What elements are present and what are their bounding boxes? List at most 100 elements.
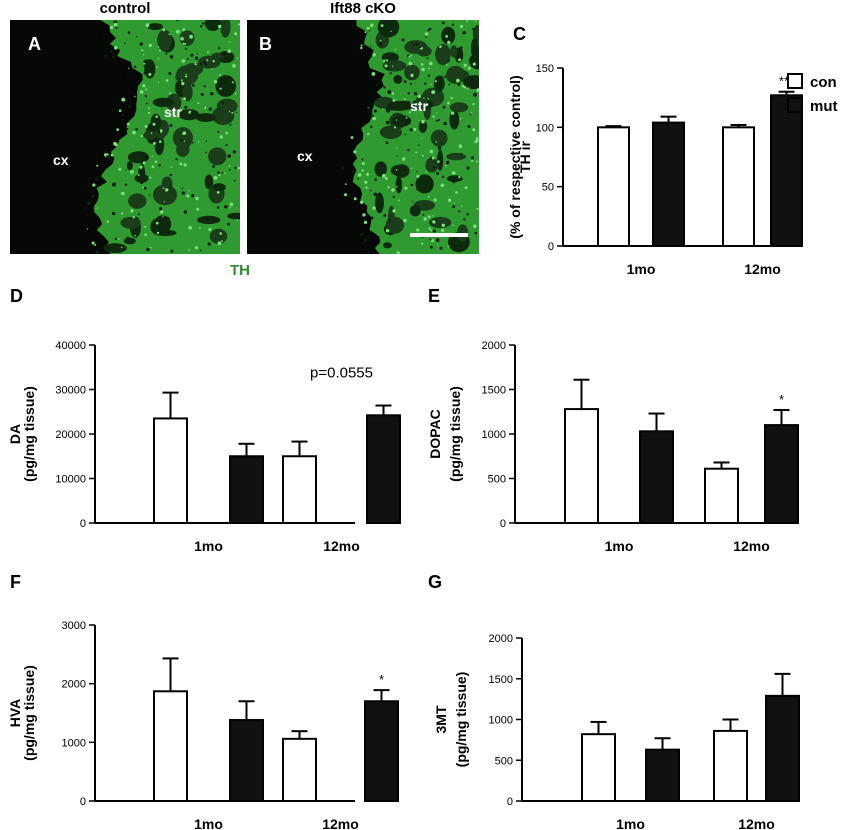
stain-speckle — [176, 29, 180, 34]
stain-speckle — [467, 125, 471, 128]
y-axis-title: TH ir — [517, 141, 533, 173]
stain-speckle — [224, 205, 228, 209]
stain-speckle — [353, 150, 357, 154]
stain-speckle — [94, 177, 99, 181]
stain-speckle — [401, 38, 405, 42]
stain-speckle — [217, 241, 222, 245]
stain-speckle — [144, 94, 148, 98]
stain-speckle — [106, 220, 110, 223]
stain-speckle — [182, 28, 186, 31]
fiber-bundle — [390, 165, 407, 176]
stain-speckle — [427, 97, 429, 100]
stain-speckle — [165, 52, 168, 55]
stain-speckle — [461, 84, 465, 88]
stain-speckle — [463, 218, 466, 221]
x-tick-label: 1mo — [194, 816, 223, 830]
y-tick-label: 0 — [80, 796, 86, 808]
y-tick-label: 2000 — [62, 679, 86, 691]
stain-speckle — [190, 53, 194, 57]
stain-speckle — [459, 46, 463, 49]
fiber-bundle — [385, 22, 394, 34]
stain-speckle — [169, 92, 172, 95]
stain-speckle — [385, 120, 390, 125]
fiber-bundle — [220, 20, 231, 38]
panel-b-title: Ift88 cKO — [330, 0, 396, 17]
stain-speckle — [360, 44, 363, 47]
fiber-bundle — [176, 142, 190, 157]
stain-speckle — [443, 75, 446, 78]
stain-speckle — [186, 58, 189, 61]
stain-speckle — [217, 130, 220, 133]
stain-speckle — [441, 223, 445, 227]
stain-speckle — [463, 63, 467, 67]
y-tick-label: 500 — [495, 755, 513, 767]
stain-speckle — [458, 144, 463, 149]
stain-speckle — [411, 41, 414, 44]
stain-speckle — [114, 46, 118, 50]
x-tick-label: 12mo — [322, 816, 359, 830]
fiber-bundle — [209, 228, 228, 244]
fiber-bundle — [127, 151, 150, 164]
fiber-bundle — [182, 83, 193, 102]
stain-speckle — [225, 144, 228, 146]
fiber-bundle — [404, 64, 420, 81]
stain-speckle — [208, 227, 212, 231]
stain-speckle — [472, 103, 475, 106]
stain-speckle — [427, 215, 431, 219]
fiber-bundle — [379, 125, 402, 139]
stain-speckle — [439, 246, 443, 250]
stain-speckle — [103, 150, 106, 153]
stain-speckle — [149, 176, 152, 179]
stain-speckle — [197, 102, 200, 105]
stain-speckle — [402, 157, 406, 161]
fiber-bundle — [179, 30, 195, 46]
fiber-bundle — [208, 147, 227, 166]
stain-speckle — [361, 158, 364, 161]
stain-speckle — [181, 81, 185, 86]
stain-speckle — [393, 126, 397, 129]
stain-speckle — [179, 162, 183, 166]
stain-speckle — [231, 111, 234, 114]
fiber-bundle — [462, 75, 479, 90]
stain-speckle — [186, 194, 190, 198]
stain-speckle — [344, 183, 347, 186]
stain-speckle — [407, 92, 410, 95]
y-tick-label: 1500 — [482, 385, 506, 397]
stain-speckle — [96, 164, 99, 167]
stain-speckle — [148, 72, 152, 76]
stain-speckle — [221, 52, 226, 56]
stain-speckle — [117, 238, 120, 240]
stain-speckle — [116, 128, 120, 131]
micrograph-control: A cx str — [10, 20, 240, 254]
stain-speckle — [211, 68, 213, 70]
fiber-bundle — [212, 183, 226, 192]
th-stain-texture — [341, 20, 479, 254]
stain-speckle — [229, 123, 232, 126]
chart-f: F 0 1000 2000 3000 HVA(pg/mg tissue) 1mo 12mo * — [7, 572, 399, 830]
fiber-bundle — [382, 60, 407, 72]
stain-speckle — [183, 97, 187, 101]
stain-speckle — [366, 26, 370, 30]
stain-speckle — [367, 132, 370, 136]
stain-speckle — [410, 102, 413, 104]
stain-speckle — [472, 128, 476, 132]
stain-speckle — [118, 167, 122, 171]
stain-speckle — [189, 34, 194, 39]
stain-speckle — [184, 43, 187, 45]
fiber-bundle — [430, 129, 448, 147]
stain-speckle — [145, 23, 150, 28]
stain-speckle — [206, 59, 209, 62]
stain-speckle — [127, 104, 131, 108]
stain-speckle — [144, 233, 147, 236]
stain-speckle — [127, 67, 130, 69]
stain-speckle — [432, 166, 436, 169]
stain-speckle — [218, 108, 220, 110]
stain-speckle — [436, 244, 439, 246]
stain-speckle — [106, 154, 110, 159]
stain-speckle — [183, 210, 188, 214]
stain-speckle — [430, 151, 433, 154]
bar-con — [153, 690, 188, 802]
stain-speckle — [427, 195, 430, 198]
stain-speckle — [397, 124, 400, 127]
